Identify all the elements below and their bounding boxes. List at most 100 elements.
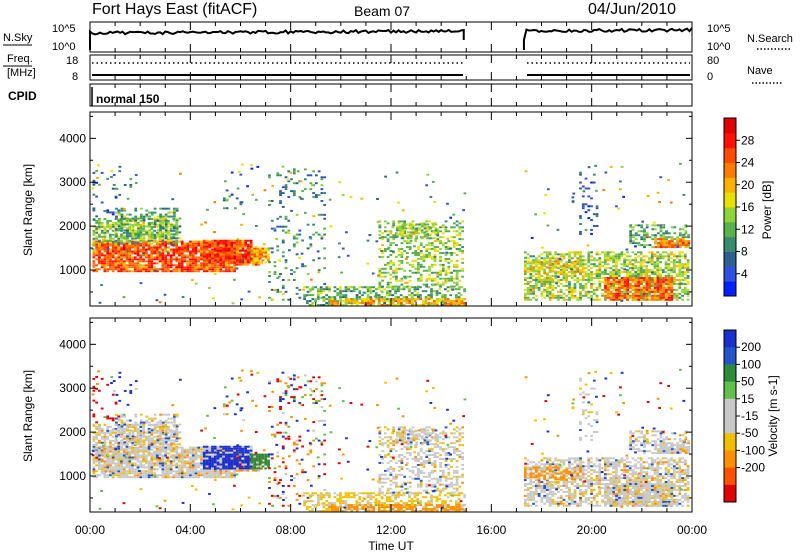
power-cell bbox=[175, 229, 179, 232]
velocity-cell bbox=[180, 476, 184, 479]
power-cell bbox=[546, 294, 549, 297]
power-cell bbox=[618, 298, 621, 301]
power-cell bbox=[686, 290, 690, 293]
power-cell bbox=[397, 263, 401, 266]
power-cell bbox=[128, 250, 132, 253]
power-cell bbox=[405, 298, 409, 301]
power-cell bbox=[178, 252, 181, 255]
velocity-cell bbox=[200, 448, 203, 451]
power-cell bbox=[446, 286, 450, 289]
power-cell bbox=[397, 290, 400, 293]
power-cell bbox=[548, 282, 552, 285]
power-cell bbox=[171, 244, 174, 246]
power-cell bbox=[460, 300, 464, 303]
power-cell bbox=[92, 229, 96, 232]
power-cell bbox=[211, 250, 214, 253]
power-cell bbox=[584, 271, 588, 274]
power-cell bbox=[147, 254, 151, 257]
power-cell bbox=[191, 240, 195, 243]
power-cell bbox=[92, 183, 96, 186]
power-cell bbox=[410, 286, 414, 289]
power-cell bbox=[620, 263, 624, 266]
power-cell bbox=[164, 258, 168, 261]
power-cell bbox=[651, 288, 654, 291]
power-cell bbox=[614, 253, 618, 256]
power-cell bbox=[366, 286, 370, 289]
power-cell bbox=[131, 237, 134, 240]
power-cell bbox=[153, 250, 156, 253]
power-cell bbox=[250, 253, 254, 256]
velocity-cell bbox=[158, 458, 162, 461]
power-cell bbox=[661, 224, 665, 227]
power-cell bbox=[667, 259, 671, 262]
power-cell bbox=[202, 257, 206, 260]
power-cell bbox=[435, 304, 439, 306]
power-cell bbox=[150, 239, 154, 242]
power-cell bbox=[452, 244, 456, 247]
power-cell bbox=[144, 260, 148, 263]
power-cell bbox=[532, 260, 535, 263]
power-cell bbox=[526, 262, 530, 265]
power-cell bbox=[661, 257, 665, 260]
power-cell bbox=[562, 255, 566, 258]
power-cell bbox=[579, 279, 582, 281]
power-cell bbox=[170, 233, 174, 236]
power-cell bbox=[383, 248, 387, 251]
power-cell bbox=[673, 232, 677, 235]
power-cell bbox=[590, 286, 593, 289]
power-cell bbox=[570, 288, 574, 291]
power-cell bbox=[634, 275, 638, 278]
power-cell bbox=[441, 226, 445, 229]
power-cell bbox=[587, 217, 591, 220]
power-cell bbox=[570, 257, 574, 260]
power-cell bbox=[604, 290, 607, 293]
power-cell bbox=[430, 279, 434, 282]
power-cell bbox=[441, 283, 445, 286]
velocity-cell bbox=[114, 458, 118, 461]
power-cell bbox=[559, 296, 563, 299]
velocity-cell bbox=[100, 454, 104, 457]
power-cell bbox=[672, 265, 676, 268]
sky-tick-bottom: 10^0 bbox=[52, 41, 76, 53]
power-cell bbox=[333, 300, 337, 303]
power-cell bbox=[653, 263, 657, 266]
power-cell bbox=[352, 290, 356, 293]
power-cell bbox=[131, 241, 134, 244]
power-cell bbox=[183, 250, 187, 253]
power-cell bbox=[447, 257, 451, 260]
power-cell bbox=[664, 279, 668, 281]
power-cell bbox=[112, 174, 116, 177]
power-cell bbox=[419, 273, 423, 276]
power-cell bbox=[648, 261, 651, 264]
velocity-cell bbox=[114, 472, 118, 475]
power-cell bbox=[268, 275, 271, 278]
power-cell bbox=[556, 276, 560, 279]
velocity-cell bbox=[142, 452, 145, 455]
power-cell bbox=[256, 249, 259, 252]
power-cell bbox=[180, 250, 184, 253]
power-cell bbox=[557, 272, 560, 275]
power-cell bbox=[573, 288, 577, 291]
power-cell bbox=[175, 239, 179, 242]
power-cell bbox=[131, 252, 134, 255]
power-cell bbox=[264, 253, 268, 256]
power-cell bbox=[667, 284, 671, 287]
power-cell bbox=[461, 252, 464, 254]
power-cell bbox=[408, 269, 412, 272]
power-cell bbox=[392, 234, 396, 237]
power-cell bbox=[603, 267, 607, 270]
power-cell bbox=[551, 266, 555, 269]
power-cell bbox=[449, 304, 453, 306]
power-cell bbox=[200, 223, 203, 226]
power-cell bbox=[306, 247, 310, 250]
power-cell bbox=[672, 282, 676, 285]
power-cell bbox=[439, 273, 442, 276]
power-cell bbox=[686, 277, 690, 280]
power-cell bbox=[281, 279, 285, 281]
velocity-cell bbox=[136, 446, 140, 449]
velocity-cell bbox=[180, 470, 184, 473]
power-cell bbox=[117, 252, 121, 255]
velocity-cell bbox=[109, 458, 112, 461]
power-cell bbox=[637, 244, 641, 247]
power-cell bbox=[213, 253, 217, 256]
